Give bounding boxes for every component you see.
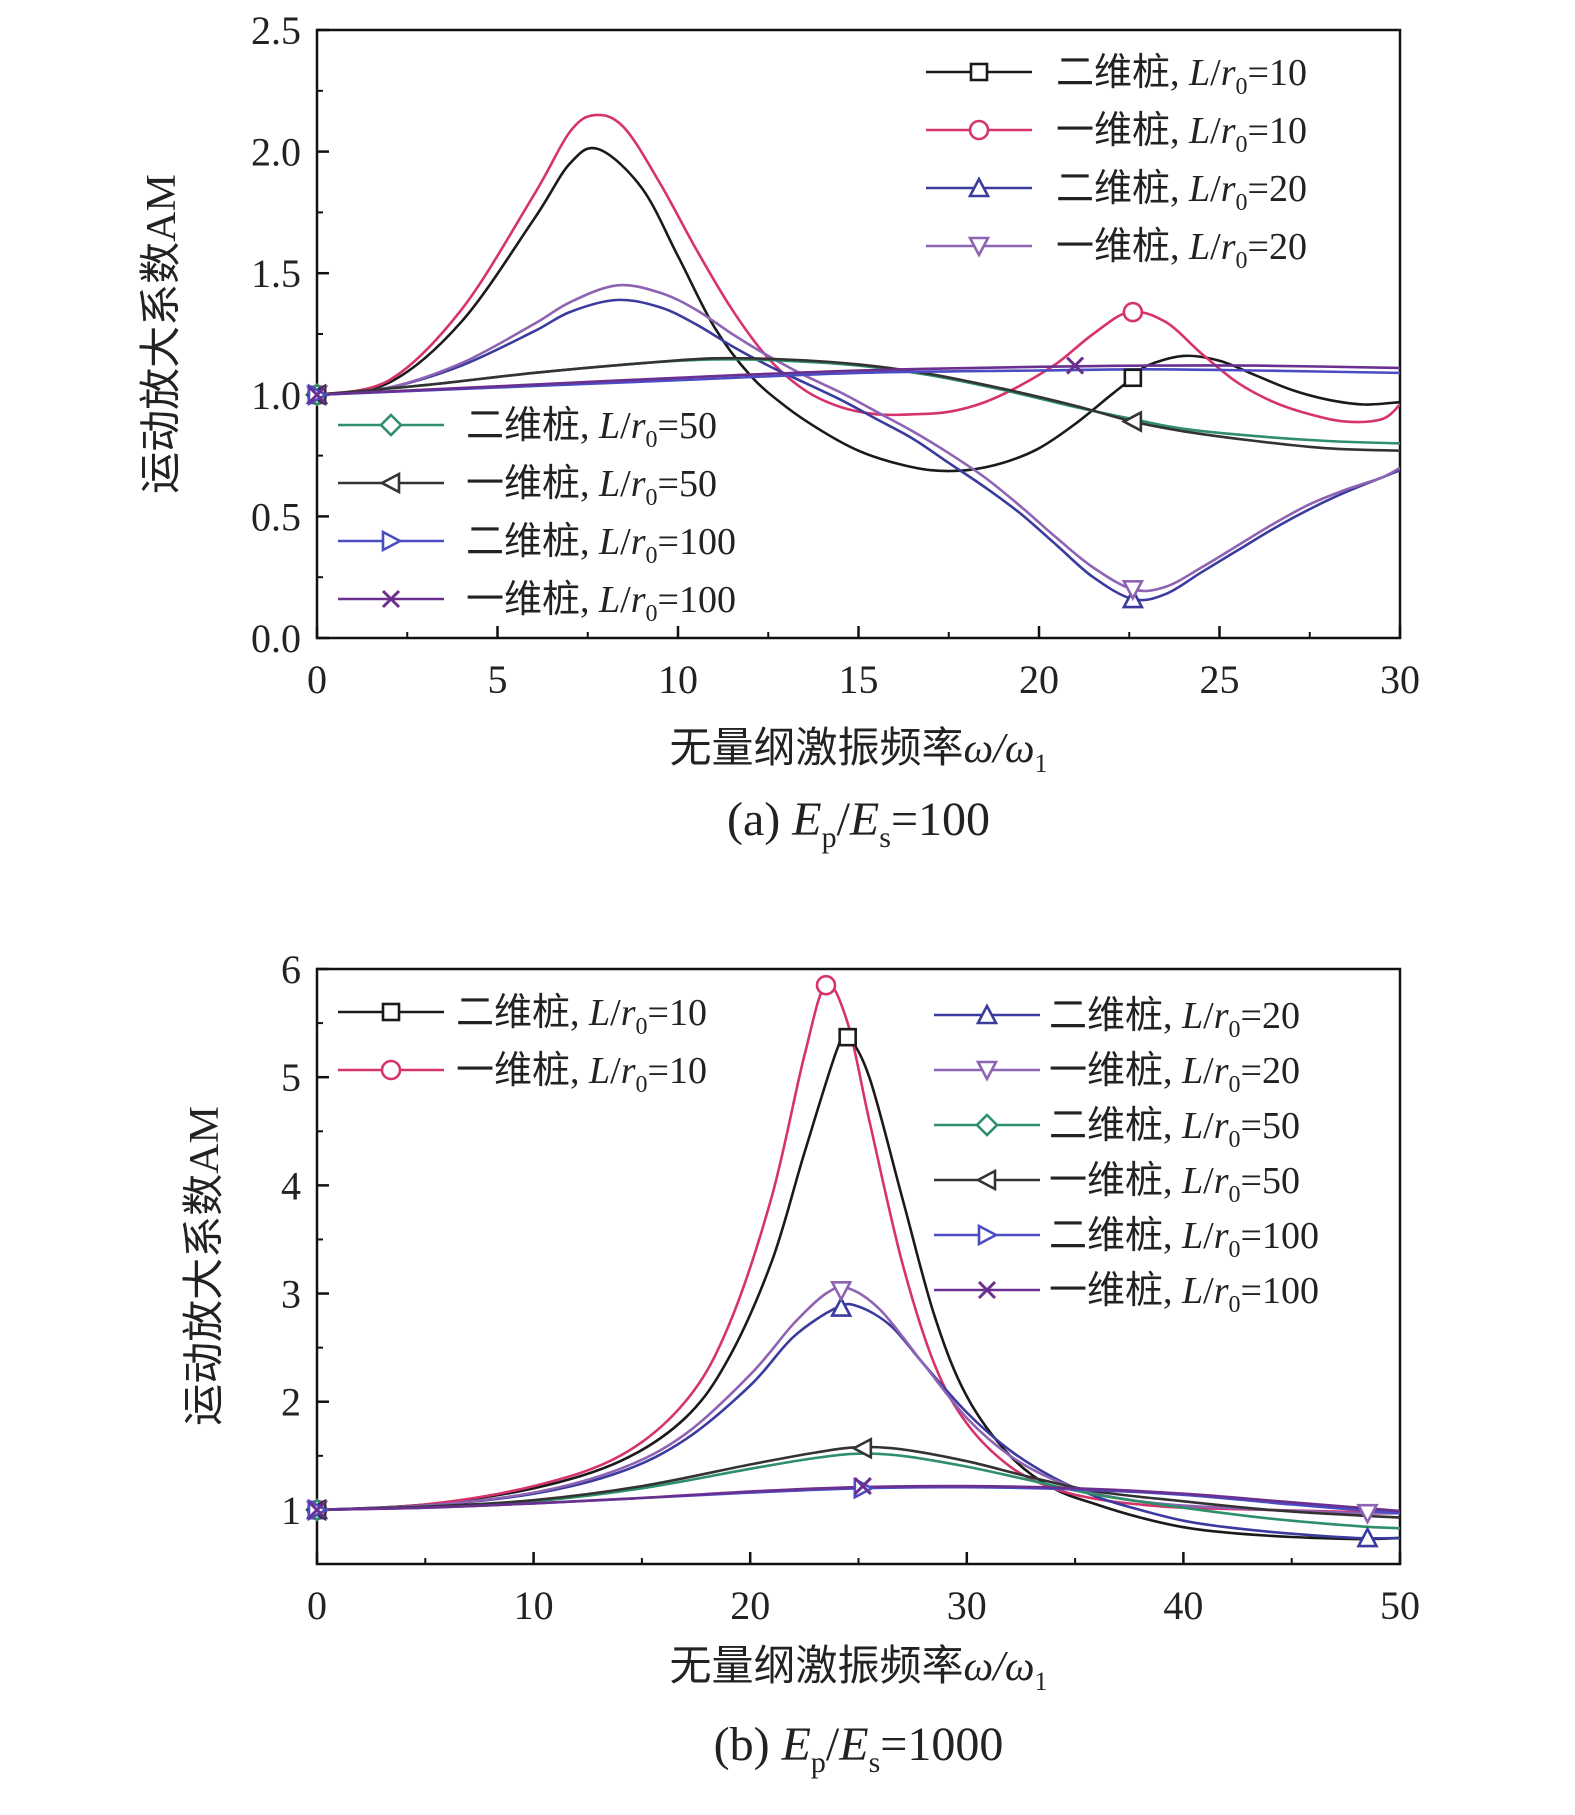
legend-center-left: 二维桩, L/r0=50 一维桩, L/r0=50 二维桩, L/r0=100 一维桩… [338,405,736,627]
legend-marker [975,1113,999,1137]
data-marker [1121,580,1145,602]
x-tick-label: 20 [730,1583,770,1628]
y-tick-label: 1.0 [251,373,301,418]
legend-label: 二维桩, L/r0=100 [1049,1215,1319,1263]
x-tick-label: 10 [514,1583,554,1628]
data-marker [1122,301,1144,323]
series-line-1 [317,983,1400,1514]
y-tick-label: 0.5 [251,494,301,539]
x-tick-label: 25 [1200,657,1240,702]
y-tick-label: 1 [281,1488,301,1533]
series-line-0 [317,1032,1400,1541]
x-tick-label: 30 [1380,657,1420,702]
x-tick-label: 0 [307,657,327,702]
legend-label: 二维桩, L/r0=10 [456,992,707,1040]
legend-marker [975,1003,999,1025]
y-tick-label: 3 [281,1272,301,1317]
data-marker [830,1281,853,1303]
legend-marker [969,62,989,82]
legend-label: 二维桩, L/r0=50 [466,405,717,453]
legend-label: 一维桩, L/r0=50 [1049,1160,1300,1208]
legend-marker [381,529,403,553]
x-tick-label: 50 [1380,1583,1420,1628]
legend-marker [381,589,401,609]
legend-marker [379,413,403,437]
marker-group [305,974,1379,1548]
legend-label: 一维桩, L/r0=100 [1049,1270,1319,1318]
legend-marker [975,1060,999,1082]
legend-label: 一维桩, L/r0=20 [1056,226,1307,274]
data-marker [307,385,327,404]
legend-top-left: 二维桩, L/r0=10 一维桩, L/r0=10 [338,992,707,1098]
legend-label: 二维桩, L/r0=100 [466,521,736,569]
legend-label: 一维桩, L/r0=100 [466,579,736,627]
data-marker [838,1027,857,1047]
x-tick-label: 30 [947,1583,987,1628]
panel-caption: (b) Ep/Es=1000 [714,1718,1004,1779]
legend-marker [968,119,990,141]
data-marker [815,974,837,996]
x-tick-label: 20 [1019,657,1059,702]
x-tick-label: 0 [307,1583,327,1628]
legend-label: 二维桩, L/r0=20 [1056,168,1307,216]
panel-caption: (a) Ep/Es=100 [727,793,990,854]
legend-marker [975,1168,997,1192]
legend-top-right: 二维桩, L/r0=10 一维桩, L/r0=10 二维桩, L/r0=20 一维桩,… [926,52,1307,274]
legend-label: 二维桩, L/r0=10 [1056,52,1307,100]
series-line-0 [317,146,1400,473]
data-marker [1356,1503,1379,1525]
x-axis-label: 无量纲激振频率ω/ω1 [670,1643,1048,1696]
series-line-3 [317,283,1400,593]
series-line-2 [317,298,1400,602]
legend-marker [379,471,401,495]
data-marker [1356,1526,1379,1548]
data-marker [1123,368,1143,388]
y-tick-label: 2 [281,1380,301,1425]
series-line-3 [317,1285,1400,1515]
chart-panel-a: 0 5 10 15 20 25 30 0.0 0.5 1.0 1.5 2.0 2.5 二维桩, L/r0=… [139,8,1420,854]
legend-marker [967,236,991,258]
y-tick-label: 6 [281,947,301,992]
x-axis-label: 无量纲激振频率ω/ω1 [670,725,1048,778]
series-line-5 [317,1445,1400,1519]
x-tick-label: 40 [1163,1583,1203,1628]
data-marker [851,1437,873,1460]
legend-marker [381,1002,401,1022]
series-line-7 [317,364,1400,397]
series-line-1 [317,113,1400,424]
series-group [317,113,1400,602]
marker-group [305,301,1145,609]
legend-marker [977,1280,997,1300]
y-tick-label: 2.0 [251,130,301,175]
data-marker [1066,356,1085,375]
x-tick-label: 5 [488,657,508,702]
data-marker [830,1295,853,1317]
y-tick-label: 4 [281,1163,301,1208]
legend-label: 一维桩, L/r0=50 [466,463,717,511]
legend-top-right: 二维桩, L/r0=20 一维桩, L/r0=20 二维桩, L/r0=50 一维桩,… [934,995,1319,1318]
chart-panel-b: 0 10 20 30 40 50 1 2 3 4 5 6 二维桩, L/r0=10 一维桩, L/r0=1… [182,947,1420,1779]
legend-marker [380,1059,402,1081]
y-axis-label: 运动放大系数AM [139,174,185,494]
x-tick-label: 15 [839,657,879,702]
data-marker [307,1500,327,1519]
legend-marker [967,176,991,198]
y-axis-label: 运动放大系数AM [182,1106,228,1426]
legend-label: 二维桩, L/r0=50 [1049,1105,1300,1153]
data-marker [853,1477,872,1496]
y-tick-label: 0.0 [251,616,301,661]
legend-marker [977,1223,999,1247]
data-marker [1121,410,1143,433]
legend-label: 二维桩, L/r0=20 [1049,995,1300,1043]
legend-label: 一维桩, L/r0=20 [1049,1050,1300,1098]
y-tick-label: 1.5 [251,251,301,296]
legend-label: 一维桩, L/r0=10 [1056,110,1307,158]
y-tick-label: 2.5 [251,8,301,53]
legend-label: 一维桩, L/r0=10 [456,1050,707,1098]
y-tick-label: 5 [281,1055,301,1100]
x-tick-label: 10 [658,657,698,702]
